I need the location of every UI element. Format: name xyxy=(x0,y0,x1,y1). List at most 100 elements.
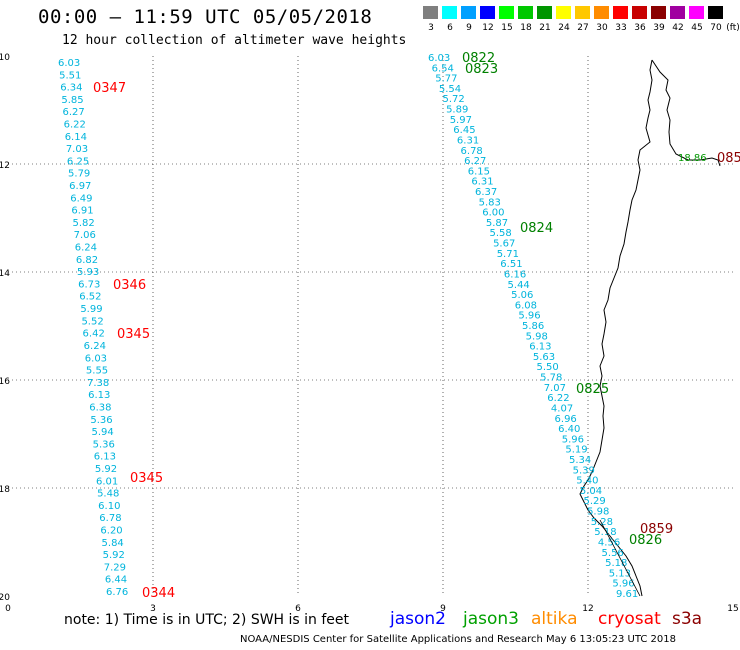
wave-height-value: 6.97 xyxy=(69,181,91,192)
wave-height-value: 6.78 xyxy=(99,513,121,524)
y-tick-label: -10 xyxy=(0,53,10,63)
wave-height-value: 6.10 xyxy=(98,501,120,512)
legend-swatch xyxy=(613,6,628,19)
legend-swatch xyxy=(708,6,723,19)
wave-height-value: 5.18 xyxy=(605,558,627,569)
wave-height-value: 6.24 xyxy=(75,243,97,254)
wave-height-value: 5.18 xyxy=(594,527,616,538)
coastline xyxy=(579,59,721,597)
wave-height-value: 5.89 xyxy=(446,105,468,116)
wave-height-value: 5.87 xyxy=(486,218,508,229)
wave-height-value: 6.44 xyxy=(105,575,127,586)
wave-height-value: 6.01 xyxy=(96,476,118,487)
pass-time-label: 0823 xyxy=(465,62,498,77)
note-text: note: 1) Time is in UTC; 2) SWH is in fe… xyxy=(64,612,350,628)
wave-height-value: 7.06 xyxy=(74,230,96,241)
wave-height-value: 5.52 xyxy=(81,316,103,327)
legend-label: 3 xyxy=(428,23,434,33)
wave-height-value: 6.03 xyxy=(428,53,450,64)
wave-height-value: 6.45 xyxy=(453,125,475,136)
legend-swatch xyxy=(499,6,514,19)
x-tick-label: 0 xyxy=(5,604,11,614)
pass-time-label: 0347 xyxy=(93,81,126,96)
legend-label: 33 xyxy=(615,23,627,33)
wave-height-value: 6.25 xyxy=(67,156,89,167)
legend-swatch xyxy=(537,6,552,19)
legend-label: 24 xyxy=(558,23,570,33)
x-tick-label: 12 xyxy=(582,604,593,614)
wave-height-value: 6.49 xyxy=(70,193,92,204)
wave-height-value: 5.77 xyxy=(435,74,457,85)
wave-height-value: 6.03 xyxy=(58,58,80,69)
wave-height-value: 6.52 xyxy=(79,292,101,303)
legend-label: 9 xyxy=(466,23,472,33)
wave-height-value: 6.31 xyxy=(471,177,493,188)
x-tick-label: 9 xyxy=(440,604,446,614)
wave-height-value: 6.13 xyxy=(529,342,551,353)
y-tick-label: -18 xyxy=(0,485,10,495)
axis-ticks: 0 3 6 9 12 15 -10 -12 -14 -16 -18 -20 xyxy=(0,53,739,614)
wave-height-value: 6.20 xyxy=(100,525,122,536)
y-tick-label: -14 xyxy=(0,269,10,279)
pass-time-label: 0826 xyxy=(629,533,662,548)
legend-swatch xyxy=(651,6,666,19)
wave-height-value: 6.27 xyxy=(464,156,486,167)
wave-height-value: 6.34 xyxy=(60,83,82,94)
wave-height-value: 5.78 xyxy=(540,373,562,384)
pass-time-label: 0344 xyxy=(142,586,175,601)
wave-height-value: 6.22 xyxy=(64,120,86,131)
pass-time-label: 0822 xyxy=(462,51,495,66)
legend-swatch xyxy=(594,6,609,19)
wave-height-value: 5.44 xyxy=(508,280,530,291)
wave-height-value: 6.40 xyxy=(558,424,580,435)
wave-height-value: 9.61 xyxy=(616,589,638,600)
wave-height-value: 5.06 xyxy=(511,290,533,301)
wave-height-value: 5.71 xyxy=(497,249,519,260)
pass-time-label: 0345 xyxy=(130,471,163,486)
wave-height-value: 5.63 xyxy=(533,352,555,363)
altimeter-tracks: 6.035.516.345.856.276.226.147.036.255.79… xyxy=(58,51,740,601)
legend-swatch xyxy=(518,6,533,19)
wave-height-value: 4.56 xyxy=(598,537,620,548)
wave-height-value: 6.78 xyxy=(461,146,483,157)
pass-time-label: 0346 xyxy=(113,278,146,293)
wave-height-value: 5.50 xyxy=(536,362,558,373)
wave-height-value: 5.96 xyxy=(518,311,540,322)
wave-height-value: 5.19 xyxy=(565,445,587,456)
ground-track-line xyxy=(599,519,641,597)
wave-height-value: 5.82 xyxy=(73,218,95,229)
legend-swatch xyxy=(480,6,495,19)
wave-height-value: 5.51 xyxy=(59,70,81,81)
wave-height-value: 6.00 xyxy=(482,208,504,219)
legend-label: 6 xyxy=(447,23,453,33)
wave-height-value: 5.84 xyxy=(102,538,124,549)
wave-height-value: 5.56 xyxy=(602,548,624,559)
wave-height-value: 5.86 xyxy=(522,321,544,332)
pass-time-label: 0859 xyxy=(640,522,673,537)
wave-height-value: 6.16 xyxy=(504,269,526,280)
wave-height-value: 5.93 xyxy=(77,267,99,278)
wave-height-value: 5.29 xyxy=(583,496,605,507)
pass-time-label: 0824 xyxy=(520,221,553,236)
wave-height-value: 6.08 xyxy=(515,300,537,311)
wave-height-value: 18.86 xyxy=(678,153,707,164)
wave-height-value: 7.38 xyxy=(87,378,109,389)
wave-height-value: 5.98 xyxy=(587,507,609,518)
legend-swatch xyxy=(632,6,647,19)
wave-height-value: 6.54 xyxy=(432,63,454,74)
grid-lines xyxy=(8,56,733,596)
pass-time-label: 0345 xyxy=(117,327,150,342)
pass-time-label: 085 xyxy=(717,151,740,166)
map-subtitle: 12 hour collection of altimeter wave hei… xyxy=(62,33,407,48)
footer-credit: NOAA/NESDIS Center for Satellite Applica… xyxy=(240,634,676,645)
legend-label: 45 xyxy=(691,23,703,33)
wave-height-value: 6.13 xyxy=(94,452,116,463)
wave-height-value: 6.22 xyxy=(547,393,569,404)
wave-height-value: 7.03 xyxy=(66,144,88,155)
wave-height-value: 4.07 xyxy=(551,403,573,414)
y-tick-label: -12 xyxy=(0,161,10,171)
wave-height-value: 5.97 xyxy=(450,115,472,126)
wave-height-value: 6.27 xyxy=(62,107,84,118)
wave-height-value: 6.14 xyxy=(65,132,87,143)
